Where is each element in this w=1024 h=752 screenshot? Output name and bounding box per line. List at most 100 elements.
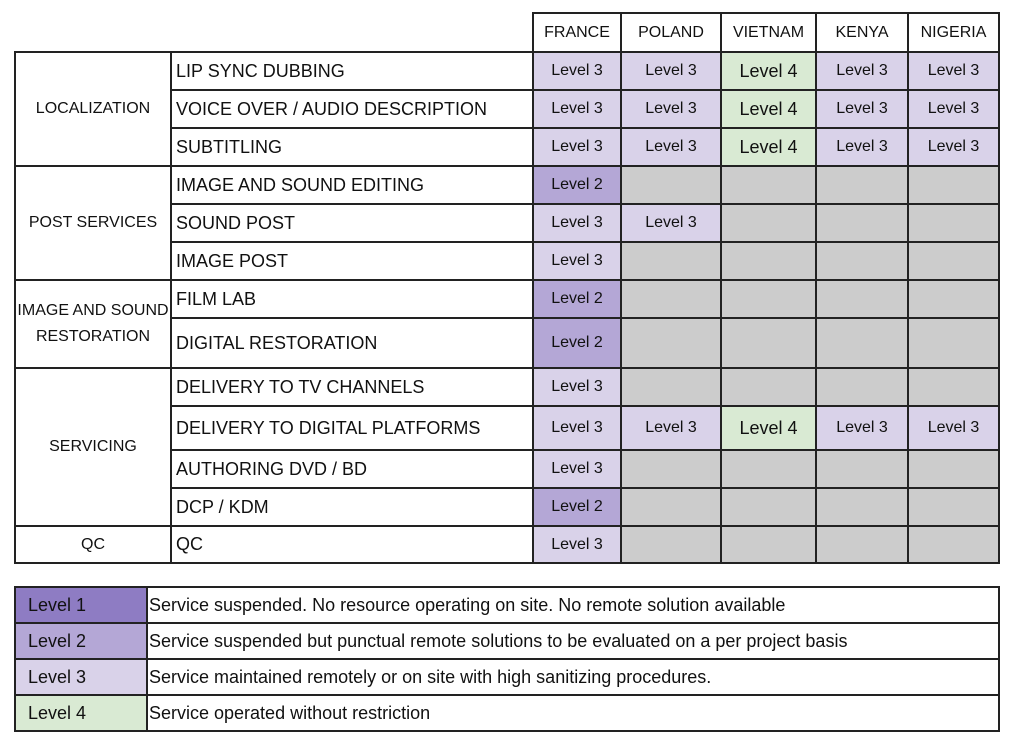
header-blank: [15, 13, 534, 53]
no-service-cell: [815, 367, 909, 407]
level-cell: Level 3: [532, 51, 622, 91]
level-cell: Level 3: [532, 89, 622, 129]
table-row: SUBTITLING Level 3 Level 3 Level 4 Level 3 Le…: [15, 127, 1000, 167]
service-cell: DELIVERY TO DIGITAL PLATFORMS: [170, 405, 534, 451]
level-cell: Level 3: [907, 405, 1000, 451]
legend-description: Service operated without restriction: [146, 694, 1000, 732]
no-service-cell: [720, 203, 817, 243]
level-cell: Level 3: [532, 241, 622, 281]
service-cell: IMAGE POST: [170, 241, 534, 281]
level-cell: Level 3: [620, 51, 722, 91]
level-cell: Level 3: [532, 203, 622, 243]
service-cell: DELIVERY TO TV CHANNELS: [170, 367, 534, 407]
level-cell: Level 4: [720, 51, 817, 91]
legend-level: Level 1: [14, 586, 148, 624]
level-cell: Level 4: [720, 405, 817, 451]
legend-description: Service maintained remotely or on site w…: [146, 658, 1000, 696]
no-service-cell: [907, 241, 1000, 281]
level-cell: Level 3: [620, 203, 722, 243]
legend-table: Level 1 Service suspended. No resource op…: [14, 586, 1000, 732]
no-service-cell: [720, 165, 817, 205]
level-cell: Level 2: [532, 165, 622, 205]
level-cell: Level 3: [815, 51, 909, 91]
service-level-table: FRANCE POLAND VIETNAM KENYA NIGERIA LOCALIZAT…: [14, 12, 1000, 564]
service-cell: DIGITAL RESTORATION: [170, 317, 534, 369]
legend-row: Level 4 Service operated without restrict…: [14, 694, 1000, 732]
level-cell: Level 3: [907, 127, 1000, 167]
no-service-cell: [620, 525, 722, 564]
no-service-cell: [907, 525, 1000, 564]
legend-description: Service suspended. No resource operating…: [146, 586, 1000, 624]
table-row: LOCALIZATION LIP SYNC DUBBING Level 3 Level…: [14, 51, 1000, 167]
level-cell: Level 3: [907, 89, 1000, 129]
level-cell: Level 3: [532, 525, 622, 564]
level-cell: Level 3: [815, 405, 909, 451]
category-cell: SERVICING: [14, 367, 172, 527]
category-cell: QC: [14, 525, 172, 564]
service-cell: FILM LAB: [170, 279, 534, 319]
no-service-cell: [720, 317, 817, 369]
no-service-cell: [815, 241, 909, 281]
level-cell: Level 3: [815, 89, 909, 129]
no-service-cell: [815, 317, 909, 369]
table-row: DIGITAL RESTORATION Level 2: [15, 317, 1000, 369]
no-service-cell: [720, 449, 817, 489]
no-service-cell: [720, 487, 817, 527]
table-row: AUTHORING DVD / BD Level 3: [15, 449, 1000, 489]
service-cell: QC: [170, 525, 534, 564]
no-service-cell: [815, 449, 909, 489]
no-service-cell: [907, 165, 1000, 205]
category-cell: IMAGE AND SOUND RESTORATION: [14, 279, 172, 369]
service-cell: AUTHORING DVD / BD: [170, 449, 534, 489]
table-row: VOICE OVER / AUDIO DESCRIPTION Level 3 Lev…: [15, 89, 1000, 129]
header-row: FRANCE POLAND VIETNAM KENYA NIGERIA: [15, 12, 1000, 53]
country-header: POLAND: [620, 12, 722, 53]
no-service-cell: [907, 317, 1000, 369]
legend-level: Level 3: [14, 658, 148, 696]
no-service-cell: [620, 487, 722, 527]
table-row: DCP / KDM Level 2: [15, 487, 1000, 527]
level-cell: Level 3: [532, 127, 622, 167]
level-cell: Level 3: [532, 367, 622, 407]
level-cell: Level 3: [532, 405, 622, 451]
legend-level: Level 2: [14, 622, 148, 660]
no-service-cell: [815, 165, 909, 205]
no-service-cell: [620, 449, 722, 489]
level-cell: Level 2: [532, 487, 622, 527]
level-cell: Level 2: [532, 279, 622, 319]
level-cell: Level 3: [907, 51, 1000, 91]
level-cell: Level 3: [815, 127, 909, 167]
table-row: QC QC Level 3: [14, 525, 1000, 564]
no-service-cell: [907, 203, 1000, 243]
service-cell: DCP / KDM: [170, 487, 534, 527]
country-header: KENYA: [815, 12, 909, 53]
no-service-cell: [620, 317, 722, 369]
no-service-cell: [907, 487, 1000, 527]
legend-row: Level 2 Service suspended but punctual re…: [14, 622, 1000, 660]
category-cell: LOCALIZATION: [14, 51, 172, 167]
table-row: DELIVERY TO DIGITAL PLATFORMS Level 3 Leve…: [15, 405, 1000, 451]
service-cell: LIP SYNC DUBBING: [170, 51, 534, 91]
no-service-cell: [720, 241, 817, 281]
no-service-cell: [815, 279, 909, 319]
no-service-cell: [720, 279, 817, 319]
no-service-cell: [620, 279, 722, 319]
service-cell: SOUND POST: [170, 203, 534, 243]
table-row: POST SERVICES IMAGE AND SOUND EDITING Leve…: [14, 165, 1000, 281]
table-row: SOUND POST Level 3 Level 3: [15, 203, 1000, 243]
level-cell: Level 2: [532, 317, 622, 369]
level-cell: Level 3: [620, 127, 722, 167]
no-service-cell: [620, 367, 722, 407]
category-cell: POST SERVICES: [14, 165, 172, 281]
no-service-cell: [815, 487, 909, 527]
no-service-cell: [907, 279, 1000, 319]
table-row: IMAGE AND SOUND RESTORATION FILM LAB Level…: [14, 279, 1000, 369]
legend-level: Level 4: [14, 694, 148, 732]
level-cell: Level 4: [720, 89, 817, 129]
country-header: NIGERIA: [907, 12, 1000, 53]
level-cell: Level 4: [720, 127, 817, 167]
table-row: SERVICING DELIVERY TO TV CHANNELS Level 3: [14, 367, 1000, 527]
no-service-cell: [720, 525, 817, 564]
level-cell: Level 3: [532, 449, 622, 489]
no-service-cell: [620, 165, 722, 205]
